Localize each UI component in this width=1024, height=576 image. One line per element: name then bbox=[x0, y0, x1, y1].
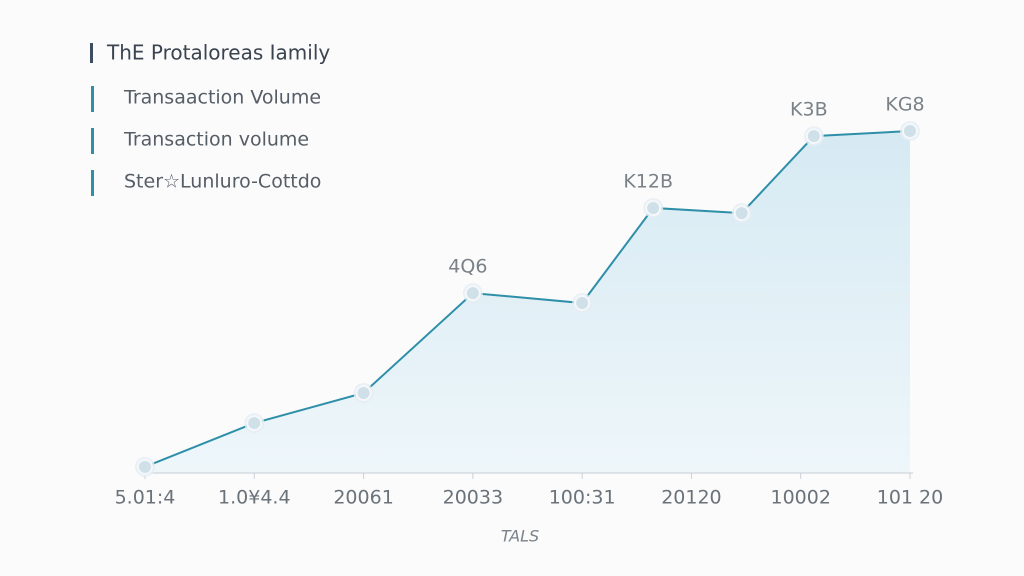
value-label: K3B bbox=[790, 99, 828, 121]
x-tick-label: 100:31 bbox=[549, 487, 616, 509]
x-tick-label: 10002 bbox=[770, 487, 830, 509]
point bbox=[902, 123, 918, 139]
x-tick-label: 101 20 bbox=[877, 487, 943, 509]
legend-bar bbox=[91, 170, 94, 196]
title-bar bbox=[90, 43, 93, 63]
legend-bar bbox=[91, 86, 94, 112]
legend-label: Ster☆Lunluro-Cottdo bbox=[124, 171, 321, 193]
x-tick-label: 20033 bbox=[443, 487, 503, 509]
legend-bar bbox=[91, 128, 94, 154]
chart-title: ThE Protaloreas Iamily bbox=[106, 41, 330, 65]
legend-label: Transaaction Volume bbox=[123, 87, 321, 109]
point bbox=[246, 415, 263, 432]
value-label: 4Q6 bbox=[448, 256, 487, 278]
legend-label: Transaction volume bbox=[123, 129, 309, 151]
point bbox=[733, 205, 750, 222]
point bbox=[137, 458, 153, 475]
point bbox=[645, 199, 662, 216]
point bbox=[355, 384, 372, 401]
point bbox=[464, 285, 481, 302]
value-label: KG8 bbox=[885, 94, 924, 116]
x-tick-label: 20061 bbox=[333, 487, 393, 509]
x-tick-label: 5.01:4 bbox=[115, 487, 176, 509]
point bbox=[805, 128, 822, 145]
x-tick-label: 1.0¥4.4 bbox=[218, 487, 291, 509]
value-label: K12B bbox=[623, 170, 673, 192]
x-axis-label: TALS bbox=[501, 527, 539, 546]
x-tick-label: 20120 bbox=[661, 487, 721, 509]
point bbox=[574, 295, 591, 312]
area bbox=[145, 131, 910, 473]
